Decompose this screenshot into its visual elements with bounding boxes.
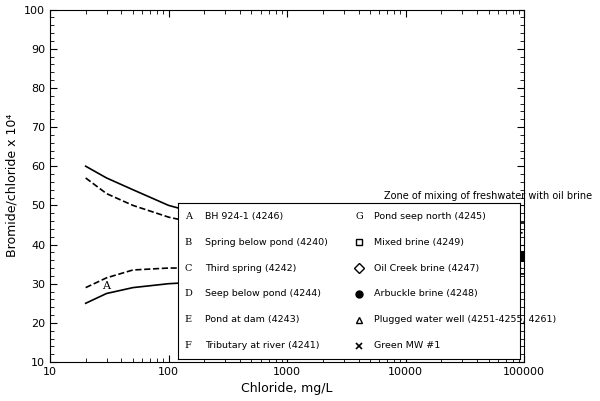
- X-axis label: Chloride, mg/L: Chloride, mg/L: [241, 383, 333, 395]
- Text: G: G: [454, 249, 463, 259]
- Text: E: E: [426, 254, 434, 264]
- Text: D: D: [365, 250, 374, 260]
- Text: A: A: [103, 281, 110, 291]
- Text: F: F: [442, 254, 450, 264]
- Text: Zone of mixing of freshwater with oil brine: Zone of mixing of freshwater with oil br…: [382, 191, 592, 234]
- Text: B: B: [178, 261, 186, 271]
- Text: C: C: [257, 245, 265, 255]
- Y-axis label: Bromide/chloride x 10⁴: Bromide/chloride x 10⁴: [5, 114, 19, 257]
